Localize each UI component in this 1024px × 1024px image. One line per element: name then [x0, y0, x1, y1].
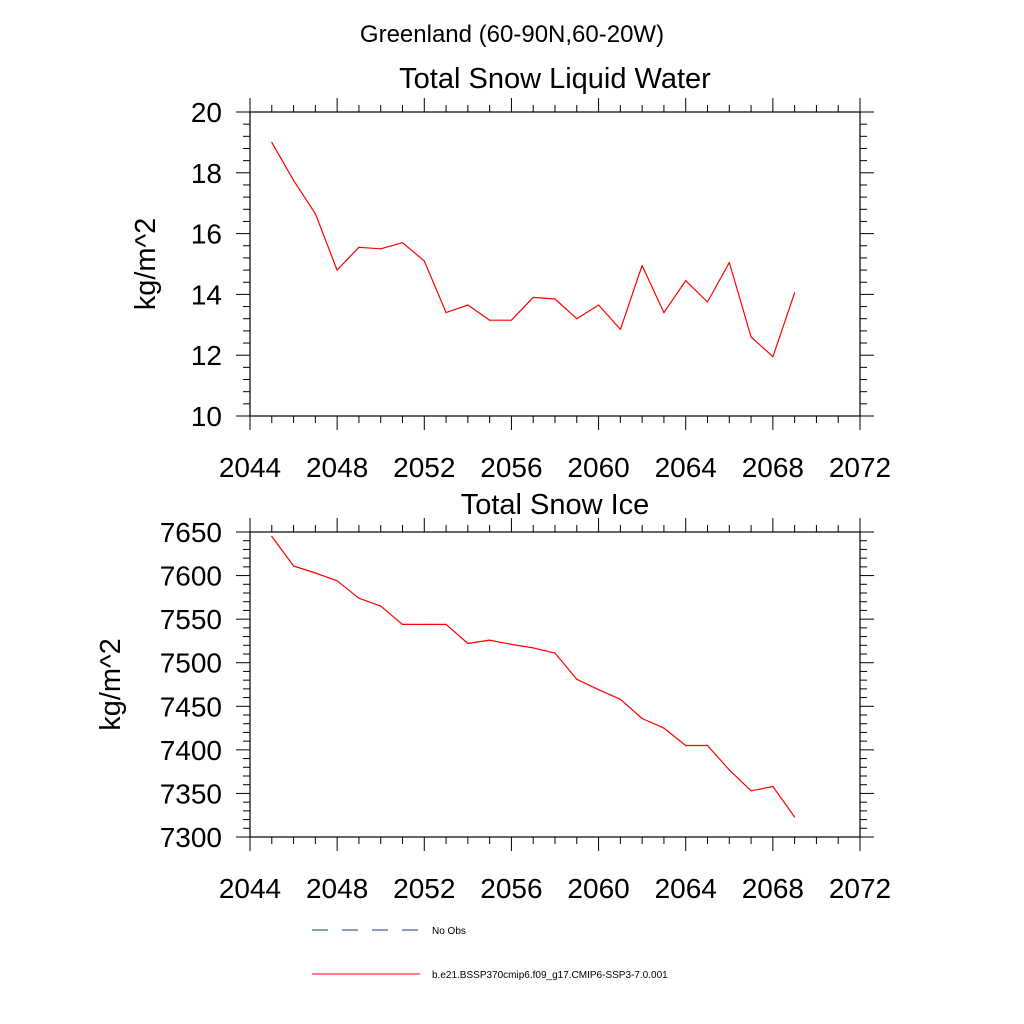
data-point: [728, 769, 730, 771]
data-point: [336, 269, 338, 271]
y-tick-label: 20: [191, 97, 222, 128]
y-tick-label: 7300: [160, 822, 222, 853]
y-tick-label: 7550: [160, 604, 222, 635]
data-point: [619, 328, 621, 330]
data-point: [554, 298, 556, 300]
y-tick-label: 18: [191, 158, 222, 189]
chart-title: Total Snow Liquid Water: [399, 63, 711, 95]
chart-panel-2: Total Snow Ice 2044 2048 2052 2056 2060 2064 20…: [95, 489, 891, 904]
x-tick-label: 2068: [742, 452, 804, 483]
y-tick-label: 10: [191, 401, 222, 432]
x-tick-label: 2068: [742, 873, 804, 904]
data-point: [489, 319, 491, 321]
y-tick-label: 14: [191, 279, 222, 310]
data-point: [750, 790, 752, 792]
y-tick-label: 7350: [160, 778, 222, 809]
figure-title: Greenland (60-90N,60-20W): [360, 21, 664, 48]
y-axis-label: kg/m^2: [95, 638, 127, 731]
x-tick-label: 2044: [219, 873, 281, 904]
series-line: [271, 536, 796, 818]
data-point: [292, 565, 295, 567]
x-tick-label: 2060: [567, 873, 629, 904]
data-point: [336, 580, 338, 582]
data-point: [619, 698, 621, 700]
y-axis-label: kg/m^2: [130, 218, 162, 311]
y-tick-label: 7450: [160, 691, 222, 722]
data-point: [271, 535, 273, 537]
data-point: [772, 356, 774, 358]
data-point: [576, 318, 578, 320]
legend-label-1: No Obs: [432, 926, 466, 937]
data-point: [271, 141, 273, 143]
data-point: [314, 213, 316, 215]
x-tick-label: 2064: [655, 873, 717, 904]
data-point: [358, 246, 360, 248]
x-tick-label: 2052: [393, 873, 455, 904]
data-point: [794, 292, 796, 294]
x-tick-label: 2056: [480, 452, 542, 483]
data-point: [467, 642, 469, 645]
x-tick-label: 2060: [567, 452, 629, 483]
data-point: [423, 260, 425, 262]
data-point: [510, 319, 513, 321]
data-point: [467, 304, 469, 306]
data-point: [510, 643, 513, 646]
data-point: [292, 179, 295, 181]
legend-label-2: b.e21.BSSP370cmip6.f09_g17.CMIP6-SSP3-7.…: [432, 970, 668, 981]
data-point: [423, 623, 425, 625]
data-point: [706, 744, 709, 747]
y-tick-label: 7600: [160, 561, 222, 592]
data-point: [576, 678, 578, 680]
data-point: [554, 652, 556, 654]
data-point: [685, 744, 687, 747]
x-tick-label: 2048: [306, 452, 368, 483]
x-tick-label: 2072: [829, 873, 891, 904]
y-tick-label: 16: [191, 219, 222, 250]
data-point: [641, 717, 643, 720]
data-point: [401, 623, 404, 625]
data-point: [663, 312, 665, 314]
chart-panels: Total Snow Liquid Water 2044 2048 2052 2056 2…: [95, 63, 891, 904]
data-point: [445, 312, 447, 314]
series-line: [271, 142, 796, 358]
data-point: [489, 639, 491, 641]
y-tick-label: 7650: [160, 517, 222, 548]
y-tick-label: 7500: [160, 648, 222, 679]
data-point: [750, 336, 752, 338]
data-point: [663, 727, 665, 729]
data-point: [597, 304, 600, 306]
chart-panel-1: Total Snow Liquid Water 2044 2048 2052 2056 2…: [130, 63, 891, 483]
plot-frame: [249, 111, 861, 417]
data-point: [641, 264, 643, 267]
plot-frame: [249, 531, 861, 838]
x-tick-label: 2048: [306, 873, 368, 904]
data-point: [706, 301, 709, 303]
data-point: [445, 623, 447, 625]
data-point: [772, 785, 774, 788]
legend: No Obs b.e21.BSSP370cmip6.f09_g17.CMIP6-S…: [312, 926, 668, 981]
data-point: [380, 605, 382, 607]
data-point: [685, 280, 687, 282]
data-point: [728, 261, 730, 264]
x-tick-label: 2044: [219, 452, 281, 483]
x-tick-label: 2056: [480, 873, 542, 904]
data-point: [314, 572, 316, 574]
data-point: [532, 296, 534, 299]
data-point: [380, 248, 382, 250]
y-tick-label: 12: [191, 340, 222, 371]
chart-title: Total Snow Ice: [461, 489, 650, 521]
x-tick-label: 2064: [655, 452, 717, 483]
x-tick-label: 2072: [829, 452, 891, 483]
data-point: [794, 816, 796, 818]
data-point: [401, 242, 404, 244]
x-tick-label: 2052: [393, 452, 455, 483]
data-point: [597, 689, 600, 691]
y-tick-label: 7400: [160, 735, 222, 766]
data-point: [532, 647, 534, 649]
data-point: [358, 597, 360, 599]
